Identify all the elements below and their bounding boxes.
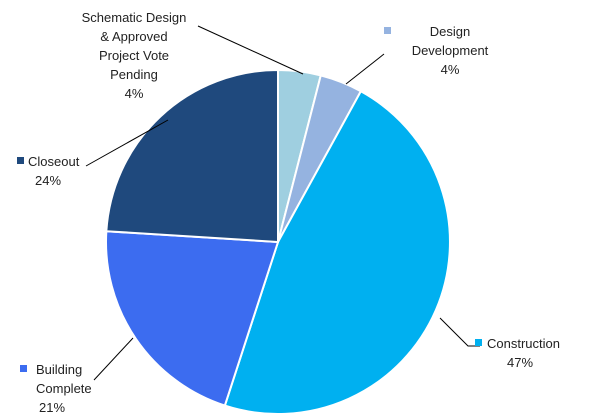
legend-swatch — [475, 339, 482, 346]
slice-percent-label: 21% — [39, 400, 65, 415]
slice-name-label: Design — [430, 24, 470, 39]
slice-name-label: Building — [36, 362, 82, 377]
leader-line — [439, 317, 480, 347]
slice-name-label: Construction — [487, 336, 560, 351]
slice-name-label: Schematic Design — [82, 10, 187, 25]
slice-name-label: Closeout — [28, 154, 80, 169]
legend-swatch — [384, 27, 391, 34]
slice-labels: Schematic Design & Approved Project Vote Pe… — [17, 10, 560, 415]
legend-swatch — [20, 365, 27, 372]
pie-slice-building-complete — [105, 230, 280, 407]
pie-slices — [105, 68, 451, 415]
leader-line — [345, 53, 385, 85]
leader-line — [197, 25, 304, 75]
slice-percent-label: 47% — [507, 355, 533, 370]
slice-name-label: Project Vote — [99, 48, 169, 63]
slice-name-label: Development — [412, 43, 489, 58]
leader-line — [93, 337, 134, 381]
slice-percent-label: 24% — [35, 173, 61, 188]
leader-line — [85, 119, 169, 167]
slice-percent-label: 4% — [441, 62, 460, 77]
pie-slice-construction — [223, 89, 451, 415]
pie-slice-closeout — [105, 68, 279, 244]
legend-swatch — [17, 157, 24, 164]
slice-name-label: Pending — [110, 67, 158, 82]
slice-name-label: Complete — [36, 381, 92, 396]
slice-percent-label: 4% — [125, 86, 144, 101]
slice-name-label: & Approved — [100, 29, 167, 44]
